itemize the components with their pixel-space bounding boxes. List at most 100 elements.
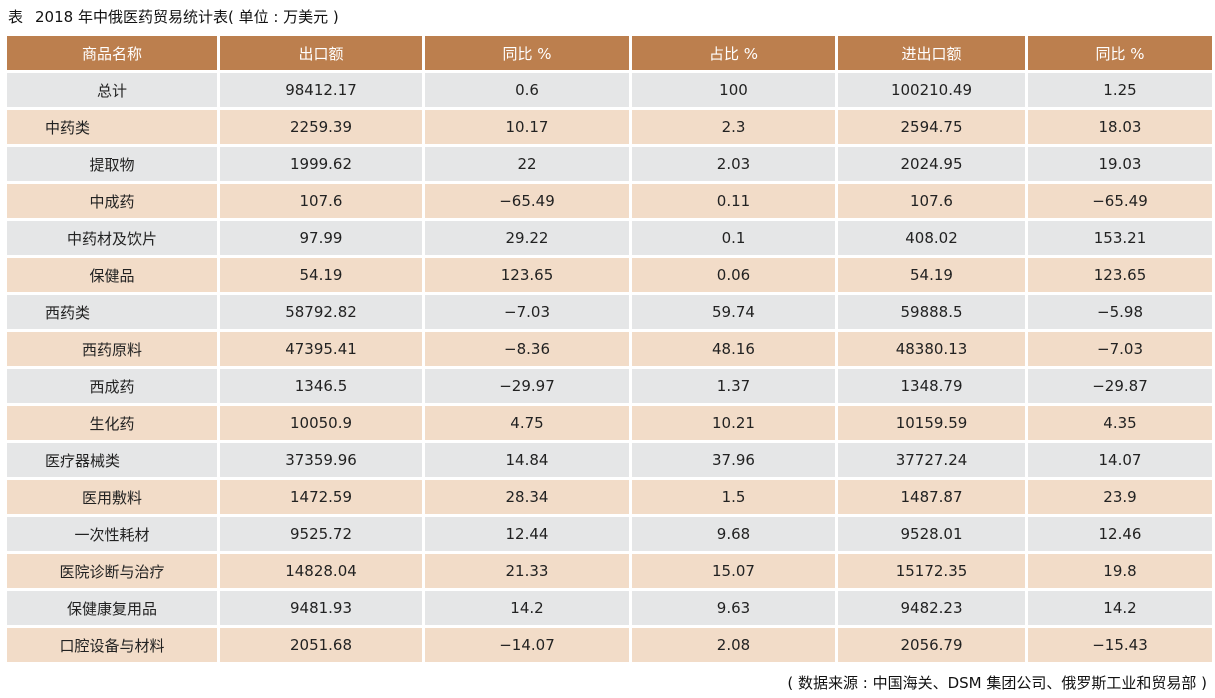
export-value-cell: 97.99 (220, 221, 422, 255)
trade-statistics-table: 商品名称 出口额 同比 % 占比 % 进出口额 同比 % 总计 98412.17 0… (4, 33, 1215, 665)
export-yoy-cell: 22 (425, 147, 629, 181)
share-cell: 0.06 (632, 258, 835, 292)
export-value-cell: 47395.41 (220, 332, 422, 366)
table-row: 西药类 58792.82 −7.03 59.74 59888.5 −5.98 (7, 295, 1212, 329)
col-header-trade-yoy: 同比 % (1028, 36, 1212, 70)
table-row: 总计 98412.17 0.6 100 100210.49 1.25 (7, 73, 1212, 107)
table-row: 口腔设备与材料 2051.68 −14.07 2.08 2056.79 −15.43 (7, 628, 1212, 662)
trade-value-cell: 59888.5 (838, 295, 1025, 329)
export-value-cell: 54.19 (220, 258, 422, 292)
trade-value-cell: 107.6 (838, 184, 1025, 218)
export-value-cell: 1346.5 (220, 369, 422, 403)
export-value-cell: 1999.62 (220, 147, 422, 181)
share-cell: 37.96 (632, 443, 835, 477)
export-yoy-cell: 0.6 (425, 73, 629, 107)
share-cell: 1.5 (632, 480, 835, 514)
export-yoy-cell: 14.2 (425, 591, 629, 625)
col-header-export-yoy: 同比 % (425, 36, 629, 70)
export-yoy-cell: −14.07 (425, 628, 629, 662)
product-name-cell: 医院诊断与治疗 (7, 554, 217, 588)
share-cell: 2.3 (632, 110, 835, 144)
product-name-cell: 中成药 (7, 184, 217, 218)
trade-value-cell: 9482.23 (838, 591, 1025, 625)
share-cell: 59.74 (632, 295, 835, 329)
share-cell: 100 (632, 73, 835, 107)
trade-value-cell: 1348.79 (838, 369, 1025, 403)
share-cell: 2.08 (632, 628, 835, 662)
table-caption: 表 2018 年中俄医药贸易统计表( 单位 : 万美元 ) (8, 4, 339, 30)
table-row: 西成药 1346.5 −29.97 1.37 1348.79 −29.87 (7, 369, 1212, 403)
trade-yoy-cell: 19.8 (1028, 554, 1212, 588)
export-value-cell: 1472.59 (220, 480, 422, 514)
export-yoy-cell: 123.65 (425, 258, 629, 292)
trade-value-cell: 2056.79 (838, 628, 1025, 662)
header-row: 商品名称 出口额 同比 % 占比 % 进出口额 同比 % (7, 36, 1212, 70)
export-yoy-cell: −65.49 (425, 184, 629, 218)
trade-yoy-cell: −29.87 (1028, 369, 1212, 403)
product-name-cell: 生化药 (7, 406, 217, 440)
product-name-cell: 保健品 (7, 258, 217, 292)
share-cell: 10.21 (632, 406, 835, 440)
trade-value-cell: 54.19 (838, 258, 1025, 292)
export-yoy-cell: −7.03 (425, 295, 629, 329)
table-row: 医用敷料 1472.59 28.34 1.5 1487.87 23.9 (7, 480, 1212, 514)
export-yoy-cell: 14.84 (425, 443, 629, 477)
table-row: 保健康复用品 9481.93 14.2 9.63 9482.23 14.2 (7, 591, 1212, 625)
trade-yoy-cell: −65.49 (1028, 184, 1212, 218)
col-header-share: 占比 % (632, 36, 835, 70)
product-name-cell: 西药类 (7, 295, 217, 329)
product-name-cell: 医疗器械类 (7, 443, 217, 477)
export-value-cell: 37359.96 (220, 443, 422, 477)
table-row: 西药原料 47395.41 −8.36 48.16 48380.13 −7.03 (7, 332, 1212, 366)
trade-value-cell: 1487.87 (838, 480, 1025, 514)
trade-yoy-cell: 18.03 (1028, 110, 1212, 144)
trade-yoy-cell: 14.07 (1028, 443, 1212, 477)
share-cell: 0.1 (632, 221, 835, 255)
data-source-note: ( 数据来源 : 中国海关、DSM 集团公司、俄罗斯工业和贸易部 ) (787, 674, 1207, 692)
export-yoy-cell: 12.44 (425, 517, 629, 551)
table-row: 医疗器械类 37359.96 14.84 37.96 37727.24 14.07 (7, 443, 1212, 477)
trade-yoy-cell: 23.9 (1028, 480, 1212, 514)
product-name-cell: 总计 (7, 73, 217, 107)
export-value-cell: 9525.72 (220, 517, 422, 551)
trade-yoy-cell: 4.35 (1028, 406, 1212, 440)
trade-yoy-cell: −5.98 (1028, 295, 1212, 329)
export-value-cell: 107.6 (220, 184, 422, 218)
share-cell: 15.07 (632, 554, 835, 588)
share-cell: 48.16 (632, 332, 835, 366)
trade-yoy-cell: 1.25 (1028, 73, 1212, 107)
product-name-cell: 口腔设备与材料 (7, 628, 217, 662)
trade-value-cell: 15172.35 (838, 554, 1025, 588)
table-row: 中药类 2259.39 10.17 2.3 2594.75 18.03 (7, 110, 1212, 144)
product-name-cell: 提取物 (7, 147, 217, 181)
trade-yoy-cell: 19.03 (1028, 147, 1212, 181)
table-row: 医院诊断与治疗 14828.04 21.33 15.07 15172.35 19.8 (7, 554, 1212, 588)
trade-value-cell: 48380.13 (838, 332, 1025, 366)
trade-yoy-cell: 12.46 (1028, 517, 1212, 551)
export-yoy-cell: 10.17 (425, 110, 629, 144)
table-row: 保健品 54.19 123.65 0.06 54.19 123.65 (7, 258, 1212, 292)
table-body: 总计 98412.17 0.6 100 100210.49 1.25 中药类 2259.39 1… (7, 73, 1212, 662)
col-header-trade-value: 进出口额 (838, 36, 1025, 70)
product-name-cell: 保健康复用品 (7, 591, 217, 625)
export-value-cell: 98412.17 (220, 73, 422, 107)
product-name-cell: 西药原料 (7, 332, 217, 366)
export-yoy-cell: −8.36 (425, 332, 629, 366)
product-name-cell: 中药材及饮片 (7, 221, 217, 255)
trade-value-cell: 408.02 (838, 221, 1025, 255)
product-name-cell: 中药类 (7, 110, 217, 144)
table-row: 中成药 107.6 −65.49 0.11 107.6 −65.49 (7, 184, 1212, 218)
trade-value-cell: 10159.59 (838, 406, 1025, 440)
export-yoy-cell: 4.75 (425, 406, 629, 440)
table-row: 提取物 1999.62 22 2.03 2024.95 19.03 (7, 147, 1212, 181)
col-header-product-name: 商品名称 (7, 36, 217, 70)
caption-text: 2018 年中俄医药贸易统计表( 单位 : 万美元 ) (35, 8, 339, 26)
share-cell: 0.11 (632, 184, 835, 218)
product-name-cell: 医用敷料 (7, 480, 217, 514)
export-value-cell: 10050.9 (220, 406, 422, 440)
product-name-cell: 一次性耗材 (7, 517, 217, 551)
export-yoy-cell: −29.97 (425, 369, 629, 403)
trade-yoy-cell: −15.43 (1028, 628, 1212, 662)
product-name-cell: 西成药 (7, 369, 217, 403)
export-yoy-cell: 21.33 (425, 554, 629, 588)
